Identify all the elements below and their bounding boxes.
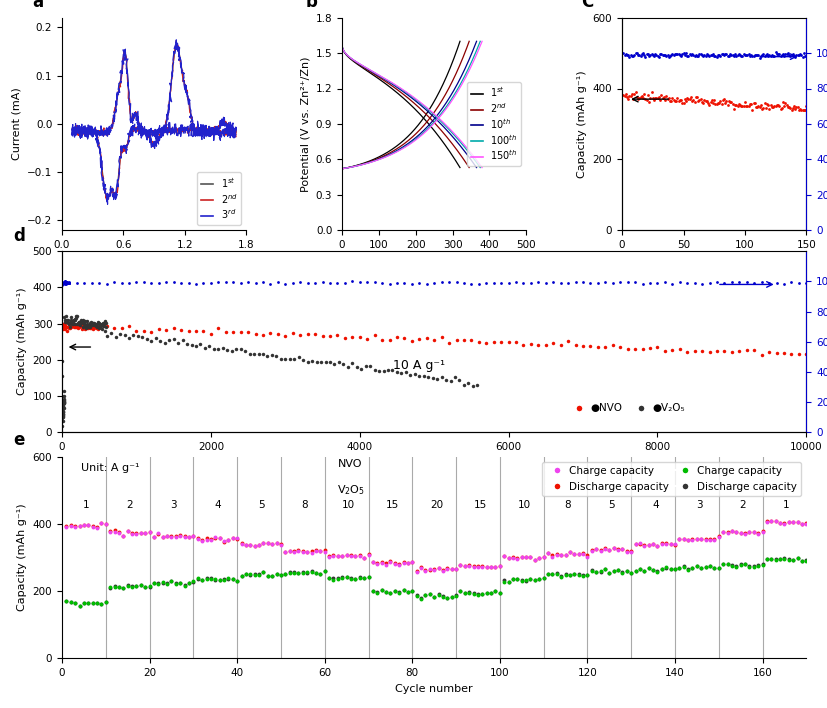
Text: 8: 8 — [564, 501, 571, 510]
X-axis label: Capacity (mAh g⁻¹): Capacity (mAh g⁻¹) — [380, 256, 488, 266]
V$_2$O$_5$ — [71, 312, 81, 320]
Text: NVO: NVO — [337, 459, 362, 469]
V$_2$O$_5$ — [209, 344, 219, 353]
Text: d: d — [13, 227, 26, 244]
V$_2$O$_5$ — [58, 402, 68, 411]
1st — [67, 128, 77, 137]
2nd — [122, 72, 132, 81]
1st — [111, 103, 121, 111]
1st — [103, 194, 112, 202]
2nd — [67, 125, 77, 133]
Y-axis label: Capacity (mAh g⁻¹): Capacity (mAh g⁻¹) — [17, 503, 27, 612]
X-axis label: Cycle number: Cycle number — [395, 684, 473, 694]
Legend: Charge capacity, Discharge capacity, Charge capacity, Discharge capacity: Charge capacity, Discharge capacity, Cha… — [542, 462, 801, 496]
NVO — [399, 333, 409, 342]
2nd — [171, 36, 181, 45]
NVO — [57, 320, 67, 329]
Text: 10 A g⁻¹: 10 A g⁻¹ — [394, 359, 445, 372]
Y-axis label: Potential (V vs. Zn²⁺/Zn): Potential (V vs. Zn²⁺/Zn) — [300, 56, 310, 192]
Text: V$_2$O$_5$: V$_2$O$_5$ — [337, 483, 366, 497]
2nd — [103, 197, 112, 205]
V$_2$O$_5$ — [69, 316, 79, 324]
NVO — [801, 350, 811, 358]
Text: 3: 3 — [170, 501, 177, 510]
Text: 20: 20 — [430, 501, 443, 510]
Text: 1: 1 — [783, 501, 790, 510]
Text: 2: 2 — [127, 501, 133, 510]
Text: 3: 3 — [696, 501, 702, 510]
3rd — [67, 130, 77, 138]
Text: a: a — [32, 0, 44, 11]
X-axis label: Cycle number: Cycle number — [676, 256, 753, 266]
2nd — [216, 122, 226, 130]
Legend: 1$^{st}$, 2$^{nd}$, 3$^{rd}$: 1$^{st}$, 2$^{nd}$, 3$^{rd}$ — [197, 172, 241, 225]
V$_2$O$_5$ — [79, 319, 88, 328]
1st — [222, 121, 232, 130]
Text: Unit: A g⁻¹: Unit: A g⁻¹ — [80, 463, 139, 473]
Legend: ●NVO, ●V₂O₅: ●NVO, ●V₂O₅ — [565, 399, 690, 418]
Text: 4: 4 — [214, 501, 221, 510]
2nd — [67, 130, 77, 138]
Line: V$_2$O$_5$: V$_2$O$_5$ — [60, 314, 479, 428]
3rd — [103, 200, 112, 209]
Text: 15: 15 — [386, 501, 399, 510]
3rd — [209, 129, 219, 137]
3rd — [111, 107, 121, 115]
X-axis label: Potential (V vs. Zn²⁺/Zn): Potential (V vs. Zn²⁺/Zn) — [86, 256, 222, 266]
Text: 8: 8 — [302, 501, 308, 510]
Y-axis label: Capacity (mAh g⁻¹): Capacity (mAh g⁻¹) — [577, 70, 587, 178]
3rd — [122, 64, 131, 72]
Text: 4: 4 — [652, 501, 658, 510]
NVO — [757, 351, 767, 360]
Line: 3rd: 3rd — [72, 40, 237, 205]
NVO — [362, 335, 372, 343]
2nd — [222, 120, 232, 128]
NVO — [58, 320, 68, 329]
2nd — [178, 72, 188, 80]
Legend: 1$^{st}$, 2$^{nd}$, 10$^{th}$, 100$^{th}$, 150$^{th}$: 1$^{st}$, 2$^{nd}$, 10$^{th}$, 100$^{th}… — [467, 81, 522, 166]
Text: e: e — [13, 430, 25, 449]
Text: 15: 15 — [474, 501, 487, 510]
1st — [216, 120, 226, 129]
Line: 2nd: 2nd — [72, 40, 236, 201]
NVO — [794, 350, 804, 358]
Y-axis label: Capacity (mAh g⁻¹): Capacity (mAh g⁻¹) — [17, 287, 27, 396]
1st — [172, 41, 182, 50]
Y-axis label: Current (mA): Current (mA) — [12, 88, 22, 160]
Text: 5: 5 — [258, 501, 265, 510]
Text: C: C — [581, 0, 594, 11]
2nd — [111, 103, 121, 111]
V$_2$O$_5$ — [446, 377, 456, 385]
3rd — [171, 35, 181, 44]
3rd — [215, 124, 225, 132]
1st — [210, 128, 220, 137]
3rd — [222, 120, 232, 128]
NVO — [58, 320, 68, 329]
Line: 1st: 1st — [72, 45, 236, 198]
2nd — [210, 129, 220, 137]
Text: 5: 5 — [608, 501, 614, 510]
Text: 10: 10 — [518, 501, 530, 510]
3rd — [68, 132, 78, 140]
V$_2$O$_5$ — [57, 422, 67, 430]
1st — [122, 70, 132, 79]
Text: 1: 1 — [83, 501, 89, 510]
1st — [178, 72, 188, 81]
1st — [67, 125, 77, 134]
NVO — [734, 347, 744, 355]
NVO — [77, 325, 87, 333]
Line: NVO: NVO — [60, 322, 808, 357]
Text: 10: 10 — [342, 501, 356, 510]
V$_2$O$_5$ — [155, 337, 165, 346]
X-axis label: Cycle number: Cycle number — [395, 457, 473, 467]
Text: 2: 2 — [739, 501, 746, 510]
Text: b: b — [305, 0, 317, 11]
3rd — [179, 69, 189, 77]
V$_2$O$_5$ — [472, 381, 482, 389]
